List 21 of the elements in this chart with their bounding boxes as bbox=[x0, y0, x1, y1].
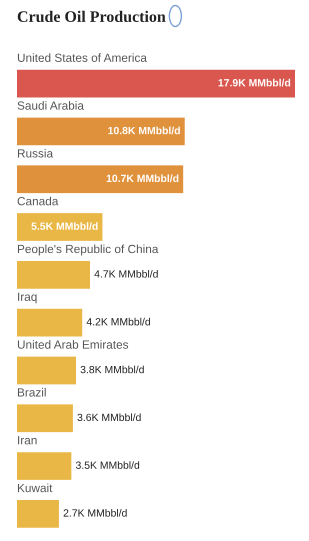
data-label: 4.7K MMbbl/d bbox=[94, 270, 158, 278]
data-label: 10.7K MMbbl/d bbox=[106, 174, 178, 182]
y-tick-label: Iran bbox=[18, 436, 37, 444]
data-label: 3.6K MMbbl/d bbox=[77, 413, 141, 422]
y-tick-label: Canada bbox=[18, 196, 58, 206]
data-label: 2.7K MMbbl/d bbox=[64, 509, 127, 517]
data-label: 4.2K MMbbl/d bbox=[86, 318, 150, 326]
data-label: 10.8K MMbbl/d bbox=[108, 126, 180, 134]
y-tick-label: Saudi Arabia bbox=[18, 101, 84, 110]
y-tick-label: Kuwait bbox=[18, 484, 52, 492]
chart-title: Crude Oil Production bbox=[18, 10, 166, 22]
data-label: 5.5K MMbbl/d bbox=[31, 222, 98, 230]
y-tick-label: Russia bbox=[18, 148, 54, 158]
y-tick-label: United States of America bbox=[18, 53, 147, 62]
y-tick-label: People's Republic of China bbox=[18, 244, 158, 256]
y-tick-label: Brazil bbox=[18, 388, 46, 397]
y-tick-label: United Arab Emirates bbox=[18, 340, 128, 349]
data-label: 3.8K MMbbl/d bbox=[80, 366, 144, 374]
data-label: 17.9K MMbbl/d bbox=[218, 78, 290, 87]
data-label: 3.5K MMbbl/d bbox=[76, 461, 140, 469]
y-tick-label: Iraq bbox=[18, 292, 37, 304]
